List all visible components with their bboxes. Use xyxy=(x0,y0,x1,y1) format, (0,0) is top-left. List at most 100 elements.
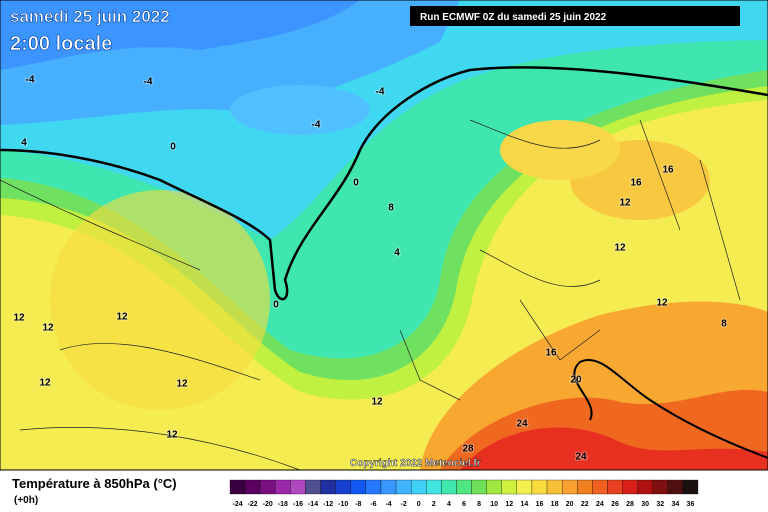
colorbar-swatch xyxy=(577,479,593,495)
run-box xyxy=(410,6,740,26)
colorbar-tick-label: 18 xyxy=(551,501,559,508)
contour-label: -4 xyxy=(26,75,35,86)
colorbar-swatch xyxy=(229,479,246,495)
colorbar-swatch xyxy=(441,479,457,495)
contour-label: 16 xyxy=(545,348,557,359)
colorbar-tick-label: 24 xyxy=(596,501,604,508)
colorbar-tick-label: 2 xyxy=(432,501,436,508)
colorbar-swatch xyxy=(607,479,623,495)
colorbar-tick-label: 32 xyxy=(656,501,664,508)
colorbar-swatch xyxy=(275,479,291,495)
contour-label: 12 xyxy=(371,397,383,408)
colorbar-tick-label: 34 xyxy=(671,501,679,508)
colorbar-tick-label: 12 xyxy=(505,501,513,508)
colorbar-swatch xyxy=(486,479,502,495)
colorbar-tick-label: -18 xyxy=(278,501,288,508)
colorbar-swatch xyxy=(260,479,276,495)
colorbar-swatch xyxy=(501,479,517,495)
colorbar-swatch xyxy=(350,479,367,495)
colorbar-tick-label: 0 xyxy=(417,501,421,508)
colorbar-swatch xyxy=(305,479,321,495)
contour-label: 16 xyxy=(662,165,674,176)
colorbar-swatch xyxy=(652,479,668,495)
contour-label: -4 xyxy=(376,87,385,98)
contour-labels: -4 -4 -4 -4 4 0 0 0 8 4 16 16 12 12 12 12 12 12 12 12 12 12 8 1… xyxy=(12,74,728,464)
map-title: samedi 25 juin 2022 xyxy=(10,7,170,26)
contour-label: 0 xyxy=(273,300,279,311)
contour-label: 20 xyxy=(570,375,582,386)
colorbar-swatch xyxy=(320,479,336,495)
colorbar-tick-label: 14 xyxy=(520,501,528,508)
colorbar-tick-label: -8 xyxy=(355,501,361,508)
contour-label: 12 xyxy=(42,323,54,334)
run-label: Run ECMWF 0Z du samedi 25 juin 2022 xyxy=(420,12,607,23)
colorbar-swatch xyxy=(622,479,638,495)
colorbar-swatch xyxy=(667,479,684,495)
colorbar-swatch xyxy=(682,479,699,495)
colorbar-swatch xyxy=(426,479,442,495)
colorbar-swatch xyxy=(592,479,608,495)
colorbar-tick-label: -6 xyxy=(370,501,376,508)
map-subtitle: 2:00 locale xyxy=(10,33,112,55)
copyright: Copyright 2022 Meteociel.fr xyxy=(350,458,481,469)
contour-label: 12 xyxy=(39,378,51,389)
legend-step: (+0h) xyxy=(14,495,38,506)
contour-label: 24 xyxy=(516,419,528,430)
contour-label: 0 xyxy=(353,178,359,189)
colorbar-tick-label: -24 xyxy=(232,501,242,508)
contour-label: 12 xyxy=(619,198,631,209)
colorbar-tick-label: 22 xyxy=(581,501,589,508)
contour-label: 28 xyxy=(462,444,474,455)
contour-label: 16 xyxy=(630,178,642,189)
colorbar-tick-label: -14 xyxy=(308,501,318,508)
colorbar-swatch xyxy=(516,479,533,495)
contour-label: 4 xyxy=(21,138,27,149)
colorbar-tick-label: 4 xyxy=(447,501,451,508)
colorbar-tick-label: 6 xyxy=(462,501,466,508)
contour-label: 12 xyxy=(656,298,668,309)
colorbar-tick-label: -20 xyxy=(263,501,273,508)
contour-label: 8 xyxy=(388,203,394,214)
colorbar-tick-label: 28 xyxy=(626,501,634,508)
colorbar-swatch xyxy=(411,479,427,495)
contour-label: 8 xyxy=(721,319,727,330)
contour-label: 12 xyxy=(614,243,626,254)
contour-label: 12 xyxy=(116,312,128,323)
colorbar-swatch xyxy=(637,479,653,495)
colorbar: -24 -22 -20 -18 -16 -14 -12 -10 -8 -6 -4 -2 0 2 4 6 8 10 1… xyxy=(229,479,699,508)
colorbar-swatch xyxy=(335,479,351,495)
legend-title: Température à 850hPa (°C) xyxy=(12,476,177,491)
colorbar-tick-label: 10 xyxy=(490,501,498,508)
colorbar-tick-label: 30 xyxy=(641,501,649,508)
colorbar-tick-label: 36 xyxy=(687,501,695,508)
colorbar-swatch xyxy=(395,479,412,495)
colorbar-tick-label: -12 xyxy=(323,501,333,508)
colorbar-tick-label: 20 xyxy=(566,501,574,508)
colorbar-swatch xyxy=(365,479,382,495)
map-background xyxy=(0,0,768,471)
colorbar-tick-label: 16 xyxy=(536,501,544,508)
contour-label: -4 xyxy=(312,120,321,131)
contour-label: 12 xyxy=(166,430,178,441)
contour-label: 24 xyxy=(575,452,587,463)
colorbar-tick-label: -4 xyxy=(385,501,391,508)
colorbar-tick-label: -10 xyxy=(338,501,348,508)
colorbar-swatch xyxy=(471,479,487,495)
contour-label: 12 xyxy=(176,379,188,390)
colorbar-swatch xyxy=(380,479,397,495)
colorbar-swatch xyxy=(290,479,306,495)
colorbar-tick-label: -22 xyxy=(248,501,258,508)
colorbar-swatch xyxy=(561,479,578,495)
colorbar-tick-label: -2 xyxy=(400,501,406,508)
colorbar-swatch xyxy=(456,479,472,495)
colorbar-swatch xyxy=(531,479,548,495)
colorbar-tick-label: 8 xyxy=(477,501,481,508)
colorbar-swatch xyxy=(244,479,261,495)
colorbar-swatch xyxy=(546,479,563,495)
contour-label: 0 xyxy=(170,142,176,153)
contour-label: 4 xyxy=(394,248,400,259)
colorbar-tick-label: 26 xyxy=(611,501,619,508)
contour-label: -4 xyxy=(144,77,153,88)
colorbar-tick-label: -16 xyxy=(293,501,303,508)
